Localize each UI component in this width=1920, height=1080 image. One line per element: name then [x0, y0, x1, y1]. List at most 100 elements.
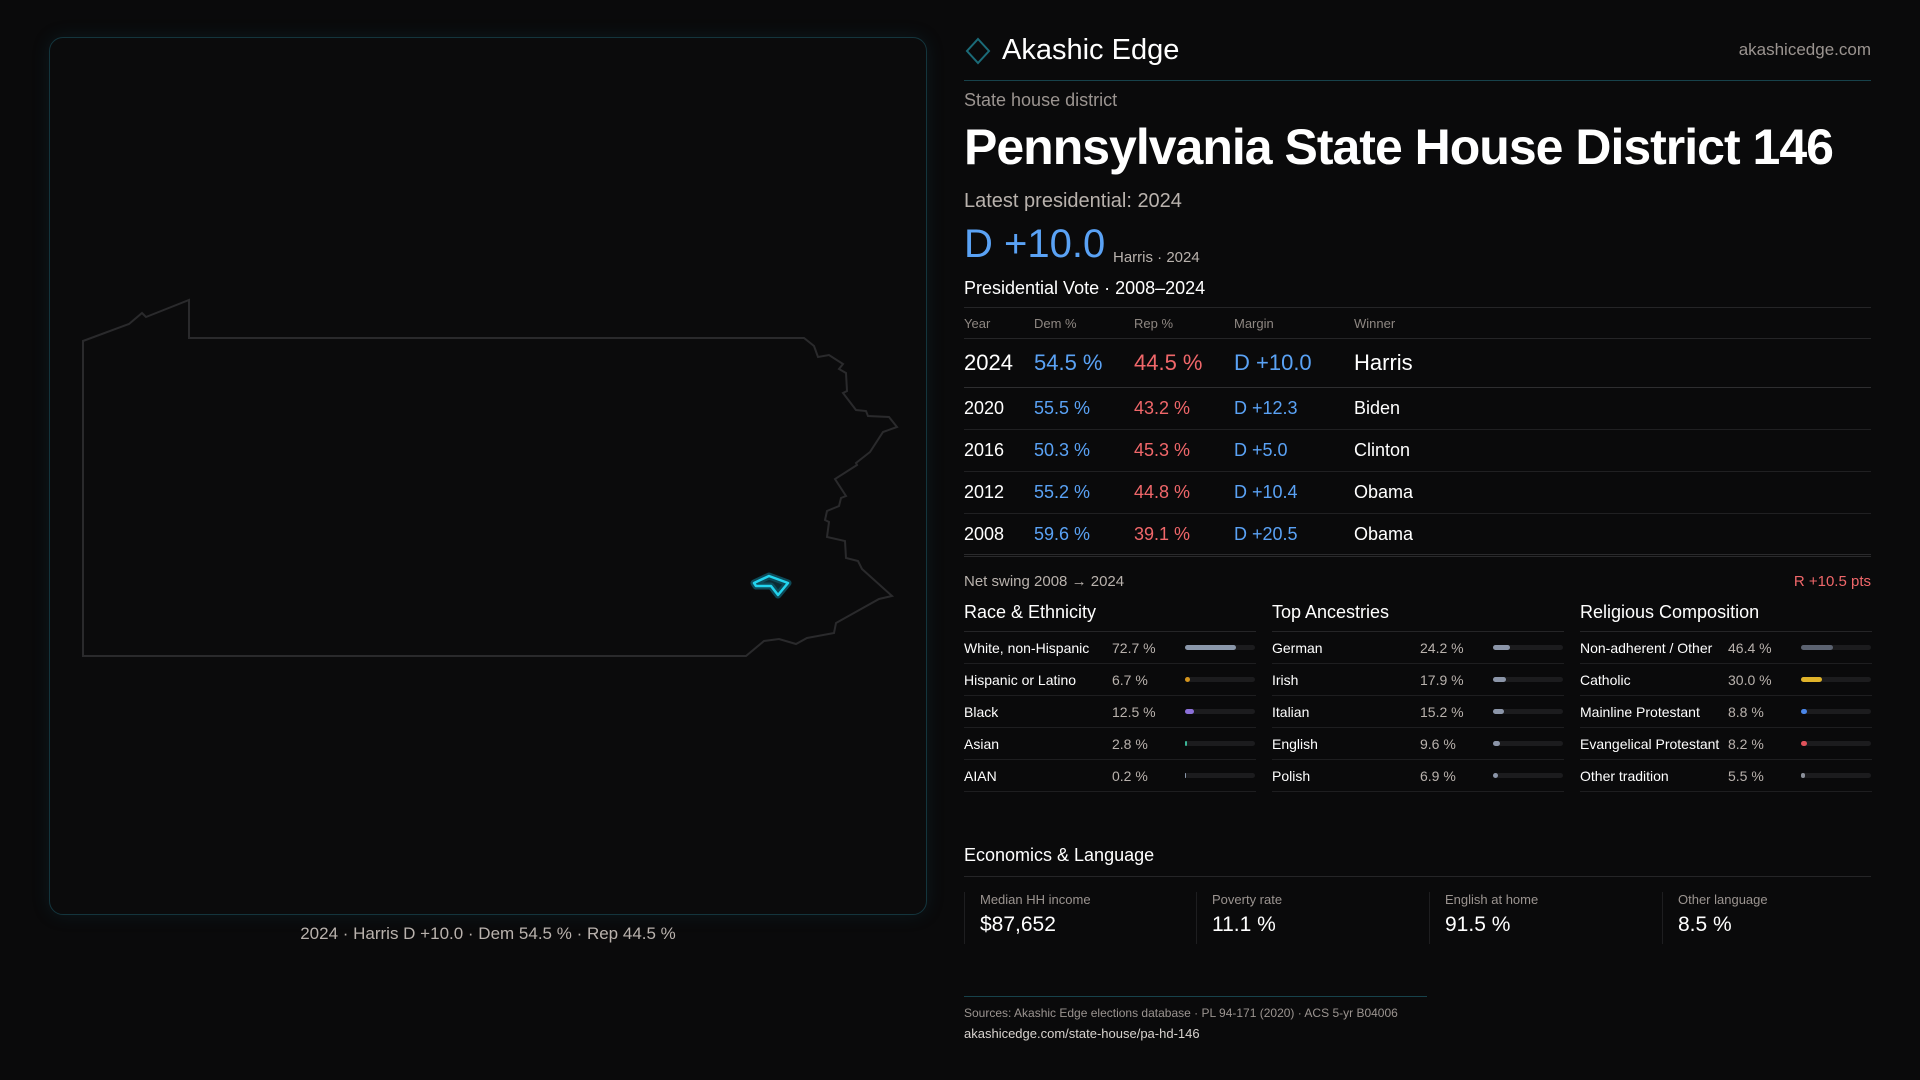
stat-card: Median HH income $87,652 — [964, 892, 1197, 944]
economics-divider — [964, 876, 1871, 877]
item-value: 2.8 % — [1112, 735, 1148, 752]
list-item: German 24.2 % — [1272, 632, 1564, 664]
stat-label: English at home — [1445, 892, 1539, 907]
item-label: English — [1272, 735, 1318, 752]
item-label: Asian — [964, 735, 1000, 752]
bar-fill — [1185, 677, 1190, 682]
list-item: Non-adherent / Other 46.4 % — [1580, 632, 1872, 664]
net-swing-value: R +10.5 pts — [1793, 573, 1871, 590]
cell-margin: D +5.0 — [1234, 429, 1354, 472]
bar-fill — [1493, 773, 1498, 778]
net-swing-label: Net swing 2008 → 2024 — [964, 573, 1125, 590]
bar-fill — [1493, 645, 1510, 650]
bar-track — [1493, 677, 1563, 682]
col-margin: Margin — [1234, 307, 1354, 339]
district-kind: State house district — [964, 90, 1118, 110]
col-dem: Dem % — [1034, 307, 1134, 339]
top-ancestries-section: Top Ancestries German 24.2 % Irish 17.9 % Ita… — [1272, 602, 1564, 792]
cell-margin: D +10.4 — [1234, 471, 1354, 514]
religious-composition-title: Religious Composition — [1580, 602, 1872, 632]
bar-track — [1493, 773, 1563, 778]
race-ethnicity-title: Race & Ethnicity — [964, 602, 1256, 632]
item-label: Irish — [1272, 671, 1299, 688]
list-item: Mainline Protestant 8.8 % — [1580, 696, 1872, 728]
bar-track — [1801, 677, 1871, 682]
item-value: 72.7 % — [1112, 639, 1156, 656]
table-row: 2020 55.5 % 43.2 % D +12.3 Biden — [964, 387, 1871, 430]
item-value: 6.9 % — [1420, 767, 1456, 784]
stat-value: $87,652 — [980, 913, 1056, 936]
bar-fill — [1493, 741, 1500, 746]
bar-track — [1493, 741, 1563, 746]
cell-winner: Clinton — [1354, 429, 1871, 472]
sources-text: Sources: Akashic Edge elections database… — [964, 1006, 1398, 1020]
page-url-link[interactable]: akashicedge.com/state-house/pa-hd-146 — [964, 1026, 1200, 1041]
bar-track — [1185, 677, 1255, 682]
item-value: 17.9 % — [1420, 671, 1464, 688]
table-row: 2024 54.5 % 44.5 % D +10.0 Harris — [964, 338, 1871, 388]
item-label: Polish — [1272, 767, 1311, 784]
cell-rep: 44.8 % — [1134, 471, 1234, 514]
col-year: Year — [964, 307, 1034, 339]
item-label: German — [1272, 639, 1323, 656]
latest-presidential-label: Latest presidential: 2024 — [964, 190, 1182, 212]
bar-fill — [1493, 677, 1506, 682]
cell-dem: 54.5 % — [1034, 338, 1134, 388]
list-item: Hispanic or Latino 6.7 % — [964, 664, 1256, 696]
list-item: Other tradition 5.5 % — [1580, 760, 1872, 792]
bar-track — [1185, 773, 1255, 778]
stat-card: English at home 91.5 % — [1429, 892, 1662, 944]
cell-margin: D +12.3 — [1234, 387, 1354, 430]
item-value: 46.4 % — [1728, 639, 1772, 656]
item-value: 12.5 % — [1112, 703, 1156, 720]
item-value: 8.2 % — [1728, 735, 1764, 752]
bar-fill — [1801, 773, 1805, 778]
item-label: White, non-Hispanic — [964, 639, 1090, 656]
list-item: Asian 2.8 % — [964, 728, 1256, 760]
item-value: 8.8 % — [1728, 703, 1764, 720]
cell-winner: Harris — [1354, 338, 1871, 388]
map-panel[interactable] — [49, 37, 927, 915]
item-label: Catholic — [1580, 671, 1631, 688]
stat-value: 8.5 % — [1678, 913, 1732, 936]
map-caption: 2024 · Harris D +10.0 · Dem 54.5 % · Rep… — [300, 924, 676, 943]
table-row: 2012 55.2 % 44.8 % D +10.4 Obama — [964, 471, 1871, 514]
cell-year: 2024 — [964, 338, 1034, 388]
bar-fill — [1185, 741, 1187, 746]
cell-year: 2012 — [964, 471, 1034, 514]
item-value: 6.7 % — [1112, 671, 1148, 688]
cell-rep: 45.3 % — [1134, 429, 1234, 472]
cell-winner: Obama — [1354, 513, 1871, 557]
top-ancestries-title: Top Ancestries — [1272, 602, 1564, 632]
state-outline — [82, 298, 899, 657]
bar-track — [1801, 773, 1871, 778]
cell-rep: 39.1 % — [1134, 513, 1234, 557]
economics-title: Economics & Language — [964, 845, 1155, 865]
latest-margin-sub: Harris · 2024 — [1113, 249, 1200, 266]
cell-dem: 55.2 % — [1034, 471, 1134, 514]
stat-value: 11.1 % — [1212, 913, 1276, 936]
stat-label: Other language — [1678, 892, 1768, 907]
stat-card: Other language 8.5 % — [1662, 892, 1895, 944]
presidential-vote-table: Year Dem % Rep % Margin Winner 2024 54.5 … — [964, 307, 1871, 557]
cell-year: 2016 — [964, 429, 1034, 472]
presidential-vote-title: Presidential Vote · 2008–2024 — [964, 278, 1206, 298]
table-row: 2008 59.6 % 39.1 % D +20.5 Obama — [964, 513, 1871, 557]
cell-dem: 55.5 % — [1034, 387, 1134, 430]
brand-name: Akashic Edge — [1002, 34, 1180, 66]
race-ethnicity-section: Race & Ethnicity White, non-Hispanic 72.7 … — [964, 602, 1256, 792]
cell-dem: 50.3 % — [1034, 429, 1134, 472]
bar-track — [1185, 645, 1255, 650]
item-label: Hispanic or Latino — [964, 671, 1077, 688]
footer-divider — [964, 996, 1427, 997]
brand[interactable]: Akashic Edge — [964, 34, 1871, 67]
item-label: Non-adherent / Other — [1580, 639, 1713, 656]
item-label: Evangelical Protestant — [1580, 735, 1720, 752]
list-item: AIAN 0.2 % — [964, 760, 1256, 792]
item-value: 24.2 % — [1420, 639, 1464, 656]
bar-fill — [1801, 709, 1808, 714]
bar-track — [1801, 709, 1871, 714]
site-domain-link[interactable]: akashicedge.com — [1738, 40, 1871, 59]
item-label: Black — [964, 703, 999, 720]
bar-fill — [1801, 741, 1807, 746]
